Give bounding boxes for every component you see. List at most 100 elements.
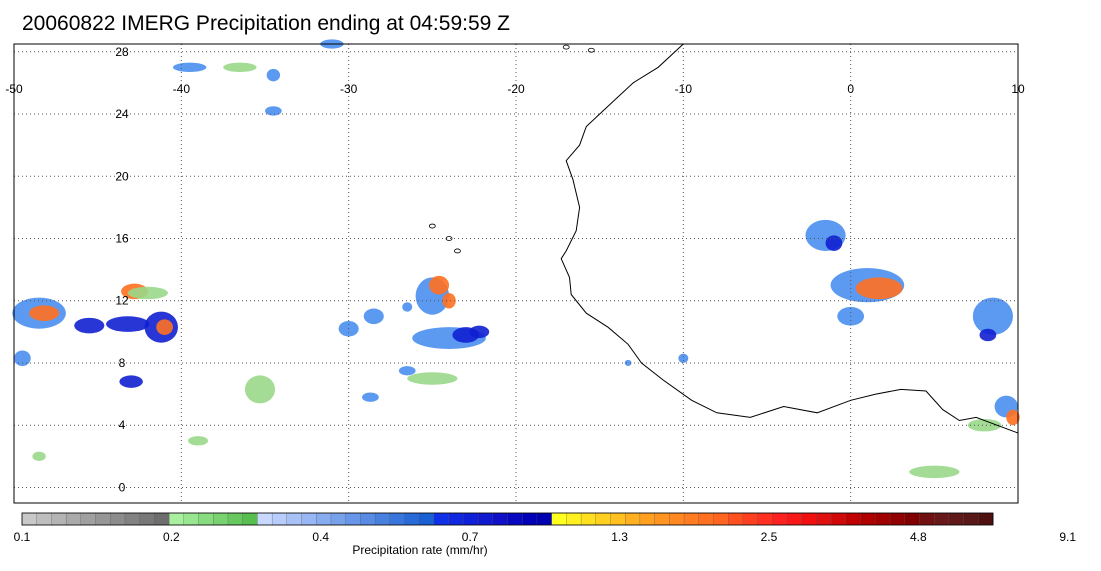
precip-cell <box>266 68 281 82</box>
colorbar-swatch <box>625 512 641 526</box>
colorbar-swatch <box>566 512 582 526</box>
colorbar-swatch <box>463 512 479 526</box>
colorbar-swatch <box>522 512 538 526</box>
lat-tick-label: 28 <box>115 45 129 59</box>
colorbar-swatch <box>419 512 435 526</box>
island-outline <box>454 248 461 254</box>
colorbar-swatch <box>934 512 950 526</box>
lon-tick-label: -20 <box>507 82 525 96</box>
colorbar-label: 0.7 <box>462 530 479 544</box>
colorbar-swatch <box>889 512 906 526</box>
precip-cell <box>363 308 384 325</box>
colorbar-swatch <box>198 512 214 526</box>
colorbar-swatch <box>257 512 273 526</box>
lat-tick-label: 8 <box>119 356 126 370</box>
precip-cell <box>14 350 31 367</box>
colorbar-swatch <box>845 512 862 526</box>
colorbar-swatch <box>816 512 832 526</box>
island-outline <box>562 44 570 50</box>
colorbar-swatch <box>978 512 994 526</box>
colorbar-swatch <box>286 512 302 526</box>
precip-cell <box>442 292 456 309</box>
colorbar-swatch <box>477 512 494 526</box>
lon-tick-label: -40 <box>173 82 191 96</box>
colorbar-label: 0.4 <box>312 530 329 544</box>
colorbar-swatch <box>772 512 788 526</box>
precip-cell <box>106 316 150 332</box>
colorbar-swatch <box>669 512 685 526</box>
colorbar-swatch <box>433 512 450 526</box>
precip-cell <box>188 436 209 446</box>
colorbar-swatch <box>168 512 185 526</box>
colorbar-swatch <box>742 512 759 526</box>
colorbar-swatch <box>448 512 464 526</box>
colorbar-swatch <box>610 512 626 526</box>
precip-cell <box>398 366 416 376</box>
colorbar-swatch <box>801 512 817 526</box>
lon-tick-label: -50 <box>5 82 23 96</box>
island-outline <box>428 223 436 229</box>
lat-tick-label: 12 <box>115 294 129 308</box>
precip-cell <box>407 372 458 385</box>
colorbar-swatch <box>904 512 920 526</box>
colorbar-swatch <box>271 512 288 526</box>
colorbar-swatch <box>536 512 553 526</box>
colorbar-swatch <box>139 512 155 526</box>
precip-cell <box>1006 409 1020 426</box>
lon-tick-label: -10 <box>675 82 693 96</box>
map-title: 20060822 IMERG Precipitation ending at 0… <box>22 12 510 35</box>
precip-cell <box>972 297 1013 335</box>
precip-cell <box>265 106 282 116</box>
colorbar-swatch <box>80 512 97 526</box>
colorbar-swatch <box>654 512 670 526</box>
precip-cell <box>909 465 960 479</box>
colorbar-swatch <box>404 512 420 526</box>
colorbar-swatch <box>831 512 847 526</box>
colorbar-swatch <box>786 512 803 526</box>
colorbar-swatch <box>389 512 405 526</box>
colorbar-label: 2.5 <box>761 530 778 544</box>
grid <box>14 44 1018 503</box>
colorbar-swatch <box>110 512 126 526</box>
colorbar-swatch <box>154 512 170 526</box>
colorbar-swatch <box>757 512 773 526</box>
precip-cell <box>362 392 379 402</box>
colorbar-swatch <box>698 512 714 526</box>
lat-tick-label: 24 <box>115 107 129 121</box>
precip-cell <box>469 325 490 339</box>
colorbar-label: 0.1 <box>14 530 31 544</box>
africa-coastline <box>560 43 1019 434</box>
colorbar-swatch <box>301 512 317 526</box>
colorbar-swatch <box>948 512 965 526</box>
colorbar-swatch <box>595 512 611 526</box>
island-outline <box>445 236 453 241</box>
map-frame <box>13 43 1019 504</box>
precip-cell <box>825 235 843 251</box>
map-plot-area[interactable]: -50 -40 -30 -20 -10 0 10 0 4 8 12 16 20 24 28 <box>5 39 1025 504</box>
colorbar-swatch <box>360 512 376 526</box>
precip-cell <box>979 328 997 342</box>
precip-cell <box>678 353 689 363</box>
lon-tick-label: 0 <box>847 82 854 96</box>
colorbar-swatch <box>51 512 67 526</box>
precip-cell <box>119 375 143 388</box>
precip-cell <box>624 359 632 367</box>
precip-cell <box>402 302 413 312</box>
colorbar-swatch <box>580 512 597 526</box>
colorbar-swatch <box>860 512 876 526</box>
colorbar-swatch <box>713 512 729 526</box>
colorbar-swatch <box>507 512 523 526</box>
lon-tick-label: 10 <box>1011 82 1025 96</box>
precip-cell <box>32 451 46 461</box>
colorbar-label: 1.3 <box>611 530 628 544</box>
colorbar-swatch <box>183 512 199 526</box>
colorbar-swatch <box>875 512 891 526</box>
colorbar-swatch <box>242 512 258 526</box>
precip-cell <box>127 286 168 300</box>
colorbar-frame <box>21 512 994 526</box>
colorbar-swatch <box>492 512 508 526</box>
precip-cell <box>428 275 450 295</box>
lat-tick-label: 0 <box>119 480 126 494</box>
lon-tick-label: -30 <box>340 82 358 96</box>
